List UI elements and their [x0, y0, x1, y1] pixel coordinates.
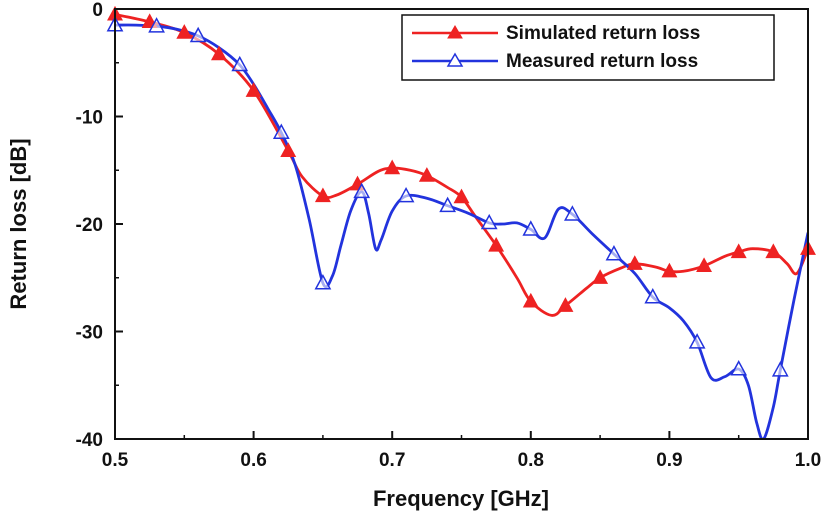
legend: Simulated return loss Measured return lo…: [401, 14, 775, 81]
data-point-measured: [439, 196, 457, 213]
data-point-simulated: [210, 45, 227, 61]
data-point-simulated: [418, 167, 435, 182]
data-point-simulated: [453, 188, 470, 204]
data-point-simulated: [280, 142, 297, 158]
y-tick-label: -40: [76, 430, 103, 451]
data-point-measured: [272, 123, 290, 139]
data-point-simulated: [592, 269, 609, 284]
legend-marker-measured: [446, 52, 464, 67]
legend-label-measured: Measured return loss: [506, 51, 698, 72]
data-point-simulated: [730, 243, 747, 259]
data-point-simulated: [314, 187, 331, 203]
data-point-measured: [189, 26, 207, 43]
x-axis-title: Frequency [GHz]: [373, 486, 549, 511]
legend-label-simulated: Simulated return loss: [506, 23, 700, 44]
x-tick-label: 0.6: [240, 450, 266, 471]
data-point-measured: [563, 205, 581, 221]
data-point-measured: [644, 288, 662, 304]
data-point-simulated: [176, 24, 193, 39]
data-point-measured: [231, 55, 249, 72]
data-point-measured: [148, 17, 165, 33]
data-point-measured: [688, 333, 706, 349]
y-tick-label: 0: [92, 0, 103, 21]
data-point-measured: [397, 186, 415, 203]
x-tick-label: 0.7: [379, 450, 405, 471]
data-point-simulated: [696, 257, 713, 273]
x-tick-label: 0.8: [518, 450, 544, 471]
data-point-measured: [771, 361, 789, 377]
data-point-simulated: [661, 262, 678, 278]
y-tick-label: -20: [76, 215, 103, 236]
series-line-simulated: [115, 13, 808, 317]
legend-box: [401, 14, 775, 81]
legend-marker-simulated: [447, 25, 463, 39]
data-point-measured: [353, 182, 371, 199]
x-tick-label: 0.5: [102, 450, 129, 471]
data-point-measured: [605, 245, 623, 261]
y-tick-label: -10: [76, 108, 103, 129]
data-point-measured: [314, 274, 332, 290]
data-point-simulated: [384, 159, 401, 175]
data-point-measured: [730, 360, 748, 376]
data-point-measured: [522, 220, 540, 236]
data-point-simulated: [522, 292, 539, 308]
y-tick-label: -30: [76, 323, 103, 344]
data-point-simulated: [765, 243, 782, 259]
data-point-simulated: [557, 297, 574, 312]
data-point-simulated: [626, 255, 643, 270]
data-point-measured: [480, 213, 498, 230]
x-tick-label: 0.9: [656, 450, 682, 471]
data-point-simulated: [488, 236, 505, 252]
y-axis-title: Return loss [dB]: [6, 138, 31, 309]
x-tick-label: 1.0: [795, 450, 821, 471]
series-line-measured: [115, 23, 808, 439]
data-point-simulated: [245, 82, 262, 97]
